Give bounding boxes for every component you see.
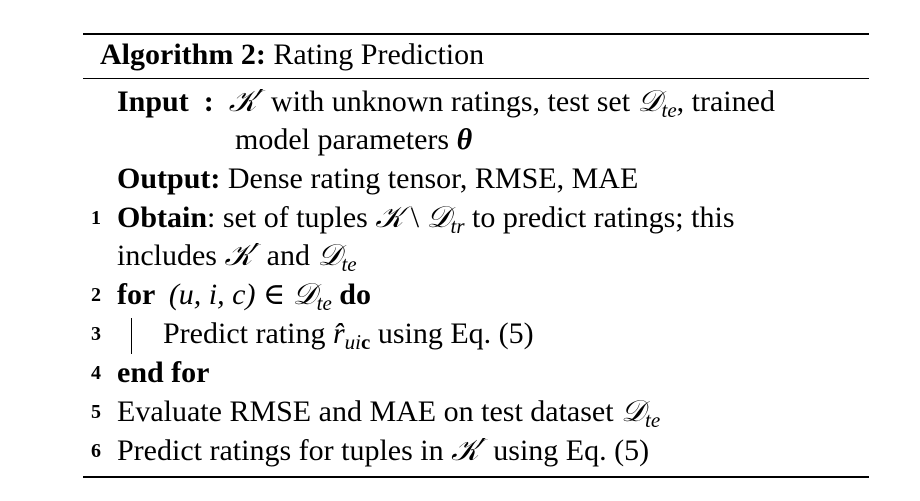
d-symbol: 𝒟 bbox=[426, 200, 451, 235]
step-5-text: Evaluate RMSE and MAE on test dataset bbox=[117, 395, 614, 428]
d-symbol: 𝒟 bbox=[292, 277, 317, 312]
te-subscript: te bbox=[661, 98, 677, 122]
step-1-continuation: includes 𝒦′ and 𝒟te bbox=[117, 238, 357, 276]
line-number: 4 bbox=[91, 362, 101, 384]
step-4: end for bbox=[117, 355, 210, 391]
d-symbol: 𝒟 bbox=[317, 238, 342, 273]
line-number: 2 bbox=[91, 284, 101, 306]
step-6: Predict ratings for tuples in 𝒦′ using E… bbox=[117, 433, 649, 469]
te-subscript: te bbox=[316, 291, 332, 315]
k-prime-symbol: 𝒦′ bbox=[451, 433, 486, 468]
step-2: for (u, i, c) ∈ 𝒟te do bbox=[117, 277, 371, 315]
input-label: Input bbox=[117, 85, 189, 118]
do-keyword: do bbox=[339, 278, 371, 311]
c-subscript: c bbox=[360, 330, 371, 354]
bottom-rule bbox=[83, 476, 869, 478]
input-params-text: model parameters bbox=[235, 123, 450, 156]
caption-rule bbox=[83, 78, 869, 79]
end-for-keyword: end for bbox=[117, 356, 210, 389]
step-3-text-b: using Eq. (5) bbox=[377, 317, 534, 350]
line-number: 6 bbox=[91, 440, 101, 462]
output-line: Output: Dense rating tensor, RMSE, MAE bbox=[117, 161, 638, 197]
top-rule bbox=[83, 33, 869, 35]
setminus-symbol: \ bbox=[410, 201, 420, 234]
tuple-expression: (u, i, c) ∈ bbox=[168, 278, 286, 311]
line-number: 1 bbox=[91, 207, 101, 229]
algorithm-title: Rating Prediction bbox=[273, 38, 485, 71]
ui-subscript: ui bbox=[344, 330, 361, 354]
step-1-cont-a: includes bbox=[117, 239, 217, 272]
input-separator: : bbox=[203, 85, 214, 118]
output-text: Dense rating tensor, RMSE, MAE bbox=[227, 162, 639, 195]
te-subscript: te bbox=[341, 252, 357, 276]
step-3-text-a: Predict rating bbox=[163, 317, 326, 350]
algorithm-caption: Algorithm 2: Rating Prediction bbox=[100, 37, 484, 73]
k-symbol: 𝒦 bbox=[375, 200, 404, 235]
input-text: with unknown ratings, test set bbox=[270, 85, 631, 118]
obtain-keyword: Obtain bbox=[117, 201, 208, 234]
d-symbol: 𝒟 bbox=[637, 84, 662, 119]
tr-subscript: tr bbox=[450, 214, 465, 238]
theta-symbol: θ bbox=[456, 123, 473, 156]
input-line: Input: 𝒦′ with unknown ratings, test set … bbox=[117, 84, 775, 122]
input-trained: , trained bbox=[676, 85, 775, 118]
line-number: 5 bbox=[91, 401, 101, 423]
for-keyword: for bbox=[117, 278, 156, 311]
step-1-text-a: : set of tuples bbox=[207, 201, 368, 234]
algorithm-label: Algorithm 2: bbox=[100, 38, 266, 71]
step-3: Predict rating r̂uic using Eq. (5) bbox=[163, 316, 534, 354]
k-prime-symbol: 𝒦′ bbox=[228, 84, 264, 119]
te-subscript: te bbox=[645, 408, 661, 432]
step-5: Evaluate RMSE and MAE on test dataset 𝒟t… bbox=[117, 394, 661, 432]
step-1-cont-b: and bbox=[266, 239, 310, 272]
d-symbol: 𝒟 bbox=[621, 394, 646, 429]
input-continuation: model parameters θ bbox=[235, 122, 472, 158]
output-label: Output: bbox=[117, 162, 221, 195]
step-6-text-a: Predict ratings for tuples in bbox=[117, 434, 444, 467]
k-prime-symbol: 𝒦′ bbox=[224, 238, 260, 273]
r-hat-symbol: r̂ bbox=[332, 317, 345, 350]
step-1-text-b: to predict ratings; this bbox=[472, 201, 735, 234]
algorithm-box: Algorithm 2: Rating Prediction Input: 𝒦′ … bbox=[83, 33, 869, 478]
loop-body-bar bbox=[131, 318, 132, 354]
line-number: 3 bbox=[91, 323, 101, 345]
step-1: Obtain: set of tuples 𝒦 \ 𝒟tr to predict… bbox=[117, 200, 735, 238]
step-6-text-b: using Eq. (5) bbox=[493, 434, 650, 467]
